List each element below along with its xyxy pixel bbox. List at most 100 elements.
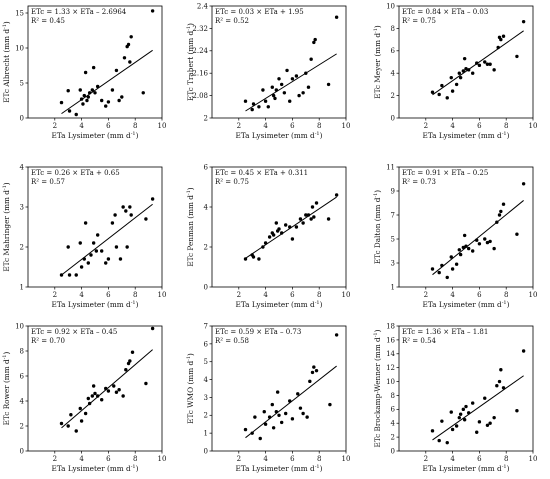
panel-penman-x-axis-label-close: ) — [320, 300, 323, 309]
panel-albrecht-data-point — [117, 98, 121, 103]
panel-trabert-x-tick-label: 6 — [290, 122, 295, 130]
panel-mahringer-x-tick-label: 4 — [79, 291, 84, 299]
panel-trabert-y-tick-label: 2.08 — [192, 92, 208, 100]
panel-dalton-data-point — [449, 255, 453, 259]
panel-mahringer-x-tick-label: 6 — [106, 291, 111, 299]
panel-albrecht-y-axis-label-text: ETc Albrecht (mm d — [2, 29, 11, 103]
panel-rower-data-point — [150, 326, 155, 331]
panel-dalton-data-point — [488, 239, 492, 244]
panel-wmo-y-tick-label: 2 — [204, 412, 208, 420]
panel-penman-data-point — [271, 233, 276, 237]
panel-dalton-x-tick-label: 8 — [504, 291, 508, 299]
panel-rower-data-point — [91, 384, 96, 388]
panel-brockamp-wenner-y-axis-label-text: ETc Brockamp-Wenner (mm d — [373, 337, 382, 448]
panel-wmo-x-tick-label: 10 — [342, 455, 351, 463]
panel-mahringer-data-point — [129, 213, 133, 217]
panel-mahringer-y-axis-label-close: ) — [2, 182, 11, 185]
panel-rower-r-squared: R² = 0.70 — [31, 337, 65, 345]
panel-dalton-data-point — [515, 232, 519, 236]
panel-dalton-data-point — [457, 248, 461, 252]
panel-trabert-y-tick-label: 2.16 — [192, 70, 208, 78]
panel-trabert-x-axis-label-exponent: -1 — [315, 131, 320, 137]
panel-meyer-data-point — [492, 68, 496, 72]
panel-penman-y-tick-label: 6 — [204, 163, 209, 171]
panel-penman-data-point — [294, 225, 299, 229]
panel-dalton-data-point — [521, 182, 526, 186]
panel-mahringer-data-point — [113, 213, 117, 217]
panel-dalton-data-point — [437, 270, 441, 275]
panel-mahringer-data-point — [83, 221, 88, 225]
panel-rower-y-tick-label: 8 — [20, 347, 24, 355]
panel-wmo-data-point — [288, 399, 292, 403]
panel-brockamp-wenner-data-point — [445, 440, 449, 445]
panel-brockamp-wenner-y-tick-label: 16 — [386, 336, 395, 344]
panel-penman-data-point — [261, 245, 265, 249]
panel-rower-data-point — [106, 389, 111, 393]
panel-brockamp-wenner-y-tick-label: 8 — [391, 392, 395, 400]
panel-albrecht-y-tick-label: 0 — [20, 114, 24, 122]
panel-albrecht-x-axis-label-text: ETa Lysimeter (mm d — [52, 131, 132, 140]
panel-brockamp-wenner-y-tick-label: 10 — [386, 378, 395, 386]
panel-trabert-data-point — [277, 77, 281, 81]
panel-trabert-data-point — [271, 93, 276, 98]
panel-brockamp-wenner-data-point — [515, 409, 519, 413]
panel-brockamp-wenner-data-point — [461, 407, 466, 412]
panel-trabert-x-tick-label: 8 — [317, 122, 321, 130]
panel-brockamp-wenner: 2 4 6 8 10 0 2 4 6 8 10 12 14 16 18 ETa Lysimeter (mm d… — [373, 322, 537, 473]
panel-dalton-data-point — [499, 209, 503, 214]
panel-brockamp-wenner-x-tick-label: 4 — [450, 455, 455, 463]
panel-wmo-equation: ETc = 0.59 × ETa – 0.73 — [215, 328, 301, 336]
panel-wmo-y-axis-label-close: ) — [186, 353, 195, 356]
panel-trabert-regression-line — [245, 53, 337, 112]
panel-albrecht-x-tick-label: 8 — [133, 122, 137, 130]
panel-penman-x-tick-label: 2 — [237, 291, 241, 299]
panel-mahringer-data-point — [94, 249, 99, 253]
panel-mahringer-data-point — [110, 221, 115, 225]
panel-albrecht-data-point — [93, 91, 97, 95]
panel-dalton-x-tick-label: 2 — [424, 291, 428, 299]
panel-trabert-data-point — [251, 102, 256, 106]
panel-wmo-data-point — [277, 413, 281, 417]
panel-rower-equation: ETc = 0.92 × ETa – 0.45 — [31, 328, 117, 336]
panel-penman-x-axis-label-exponent: -1 — [315, 300, 320, 306]
panel-meyer-y-tick-label: 0 — [391, 114, 395, 122]
panel-brockamp-wenner-data-point — [457, 415, 461, 420]
panel-mahringer-x-axis-label: ETa Lysimeter (mm d-1) — [52, 300, 139, 309]
panel-trabert-frame — [211, 5, 347, 119]
panel-dalton-r-squared: R² = 0.73 — [402, 178, 436, 186]
panel-meyer-data-point — [515, 54, 519, 59]
panel-meyer-data-point — [449, 75, 453, 80]
panel-trabert-data-point — [304, 71, 308, 75]
panel-brockamp-wenner-y-tick-label: 6 — [391, 406, 396, 414]
panel-trabert-r-squared: R² = 0.52 — [215, 17, 249, 25]
panel-meyer-y-axis-label-exponent: -1 — [373, 28, 379, 33]
panel-dalton-data-point — [485, 240, 490, 245]
panel-mahringer-data-point — [86, 261, 91, 265]
panel-rower-x-tick-label: 10 — [158, 455, 167, 463]
panel-trabert-data-point — [290, 77, 295, 81]
panel-dalton-regression-line — [432, 200, 524, 276]
panel-wmo-data-point — [271, 426, 276, 430]
panel-trabert-x-axis-label-text: ETa Lysimeter (mm d — [236, 131, 316, 140]
panel-brockamp-wenner-data-point — [475, 430, 479, 434]
panel-dalton-data-point — [445, 275, 449, 280]
panel-albrecht-frame — [27, 5, 163, 119]
panel-brockamp-wenner-data-point — [488, 421, 492, 425]
panel-mahringer-r-squared: R² = 0.57 — [31, 178, 65, 186]
panel-brockamp-wenner-y-axis-label: ETc Brockamp-Wenner (mm d-1) — [373, 329, 382, 447]
panel-brockamp-wenner-x-axis-label: ETa Lysimeter (mm d-1) — [423, 464, 510, 473]
panel-meyer-equation: ETc = 0.84 × ETa – 0.03 — [402, 8, 488, 16]
panel-penman-data-point — [277, 227, 281, 231]
panel-albrecht-x-axis-label-exponent: -1 — [131, 131, 136, 137]
panel-penman-data-point — [334, 193, 339, 197]
panel-rower-y-tick-label: 6 — [20, 372, 25, 380]
panel-penman-x-axis-label-text: ETa Lysimeter (mm d — [236, 300, 316, 309]
panel-albrecht-data-point — [59, 100, 64, 105]
panel-albrecht-data-point — [66, 89, 70, 93]
panel-rower-data-point — [144, 381, 148, 386]
panel-mahringer-x-axis-label-close: ) — [136, 300, 139, 309]
panel-penman-data-point — [288, 225, 292, 229]
panel-wmo-y-tick-label: 4 — [204, 376, 209, 384]
